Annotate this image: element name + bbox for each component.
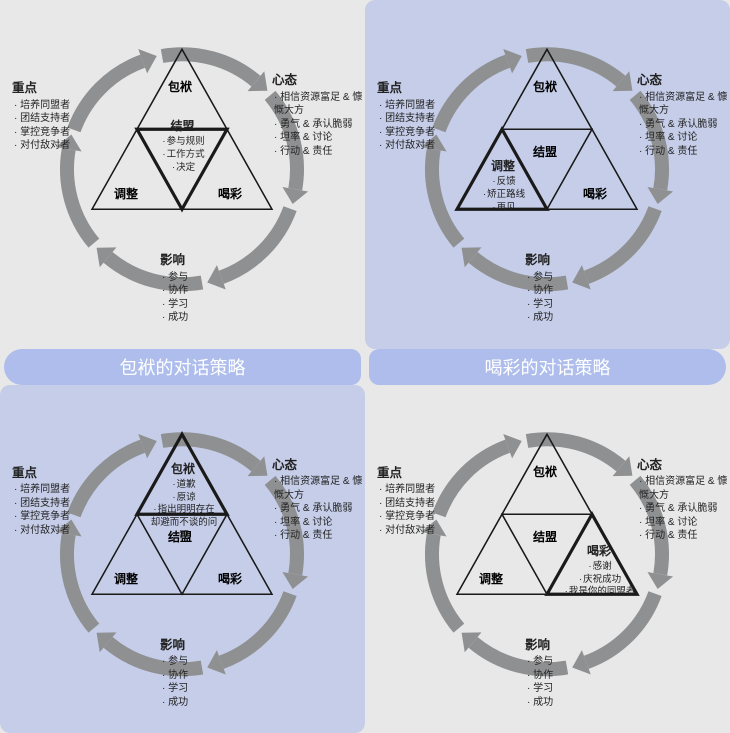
yingxiang-block: 影响 参与协作学习成功 <box>525 637 605 710</box>
xintai-block: 心态 相信资源富足 & 慷慨大方勇气 & 承认脆弱坦率 & 讨论行动 & 责任 <box>272 457 367 543</box>
panel-tr: 重点 培养同盟者团结支持者掌控竞争者对付敌对者 心态 相信资源富足 & 慷慨大方… <box>365 0 730 349</box>
xintai-block: 心态 相信资源富足 & 慷慨大方勇气 & 承认脆弱坦率 & 讨论行动 & 责任 <box>272 72 367 158</box>
vertex-right: 喝彩 <box>218 570 242 587</box>
focus-detail: 喝彩感谢庆祝成功我是你的同盟者 <box>561 543 637 600</box>
vertex-left: 调整 <box>114 570 138 587</box>
yingxiang-block: 影响 参与协作学习成功 <box>160 637 240 710</box>
banner-right: 喝彩的对话策略 <box>369 349 726 385</box>
yingxiang-title: 影响 <box>160 252 240 269</box>
vertex-right: 喝彩 <box>218 185 242 202</box>
yingxiang-list: 参与协作学习成功 <box>525 271 605 325</box>
xintai-list: 相信资源富足 & 慷慨大方勇气 & 承认脆弱坦率 & 讨论行动 & 责任 <box>637 475 730 543</box>
zhongdian-block: 重点 培养同盟者团结支持者掌控竞争者对付敌对者 <box>12 465 92 538</box>
zhongdian-list: 培养同盟者团结支持者掌控竞争者对付敌对者 <box>377 483 457 537</box>
xintai-title: 心态 <box>637 457 730 474</box>
yingxiang-block: 影响 参与协作学习成功 <box>525 252 605 325</box>
vertex-top: 包袱 <box>533 463 557 480</box>
yingxiang-list: 参与协作学习成功 <box>525 655 605 709</box>
zhongdian-title: 重点 <box>377 80 457 97</box>
vertex-right: 喝彩 <box>583 185 607 202</box>
xintai-list: 相信资源富足 & 慷慨大方勇气 & 承认脆弱坦率 & 讨论行动 & 责任 <box>637 91 730 159</box>
zhongdian-list: 培养同盟者团结支持者掌控竞争者对付敌对者 <box>12 99 92 153</box>
yingxiang-list: 参与协作学习成功 <box>160 655 240 709</box>
vertex-left: 调整 <box>479 570 503 587</box>
vertex-left: 调整 <box>114 185 138 202</box>
yingxiang-block: 影响 参与协作学习成功 <box>160 252 240 325</box>
zhongdian-list: 培养同盟者团结支持者掌控竞争者对付敌对者 <box>12 483 92 537</box>
zhongdian-title: 重点 <box>377 465 457 482</box>
focus-detail: 调整反馈矫正路线再见 <box>467 158 539 215</box>
yingxiang-title: 影响 <box>525 637 605 654</box>
zhongdian-block: 重点 培养同盟者团结支持者掌控竞争者对付敌对者 <box>377 80 457 153</box>
panel-br: 重点 培养同盟者团结支持者掌控竞争者对付敌对者 心态 相信资源富足 & 慷慨大方… <box>365 385 730 733</box>
diagram-br: 重点 培养同盟者团结支持者掌控竞争者对付敌对者 心态 相信资源富足 & 慷慨大方… <box>365 385 730 733</box>
zhongdian-list: 培养同盟者团结支持者掌控竞争者对付敌对者 <box>377 99 457 153</box>
zhongdian-title: 重点 <box>12 80 92 97</box>
xintai-block: 心态 相信资源富足 & 慷慨大方勇气 & 承认脆弱坦率 & 讨论行动 & 责任 <box>637 72 730 158</box>
yingxiang-title: 影响 <box>525 252 605 269</box>
zhongdian-block: 重点 培养同盟者团结支持者掌控竞争者对付敌对者 <box>12 80 92 153</box>
yingxiang-list: 参与协作学习成功 <box>160 271 240 325</box>
xintai-list: 相信资源富足 & 慷慨大方勇气 & 承认脆弱坦率 & 讨论行动 & 责任 <box>272 91 367 159</box>
center-label: 结盟 <box>533 528 557 545</box>
xintai-title: 心态 <box>637 72 730 89</box>
xintai-title: 心态 <box>272 72 367 89</box>
xintai-title: 心态 <box>272 457 367 474</box>
diagram-bl: 重点 培养同盟者团结支持者掌控竞争者对付敌对者 心态 相信资源富足 & 慷慨大方… <box>0 385 365 733</box>
banner-left: 包袱的对话策略 <box>4 349 361 385</box>
zhongdian-title: 重点 <box>12 465 92 482</box>
focus-detail: 包袱道歉原谅指出明明存在却避而不谈的问题 <box>147 461 219 543</box>
diagram-tl: 重点 培养同盟者团结支持者掌控竞争者对付敌对者 心态 相信资源富足 & 慷慨大方… <box>0 0 365 349</box>
xintai-block: 心态 相信资源富足 & 慷慨大方勇气 & 承认脆弱坦率 & 讨论行动 & 责任 <box>637 457 730 543</box>
xintai-list: 相信资源富足 & 慷慨大方勇气 & 承认脆弱坦率 & 讨论行动 & 责任 <box>272 475 367 543</box>
zhongdian-block: 重点 培养同盟者团结支持者掌控竞争者对付敌对者 <box>377 465 457 538</box>
vertex-top: 包袱 <box>168 78 192 95</box>
banner: 包袱的对话策略 喝彩的对话策略 <box>0 349 730 385</box>
center-detail: 结盟参与规则工作方式决定 <box>150 118 215 175</box>
panel-bl: 重点 培养同盟者团结支持者掌控竞争者对付敌对者 心态 相信资源富足 & 慷慨大方… <box>0 385 365 733</box>
vertex-top: 包袱 <box>533 78 557 95</box>
yingxiang-title: 影响 <box>160 637 240 654</box>
panel-tl: 重点 培养同盟者团结支持者掌控竞争者对付敌对者 心态 相信资源富足 & 慷慨大方… <box>0 0 365 349</box>
diagram-tr: 重点 培养同盟者团结支持者掌控竞争者对付敌对者 心态 相信资源富足 & 慷慨大方… <box>365 0 730 349</box>
